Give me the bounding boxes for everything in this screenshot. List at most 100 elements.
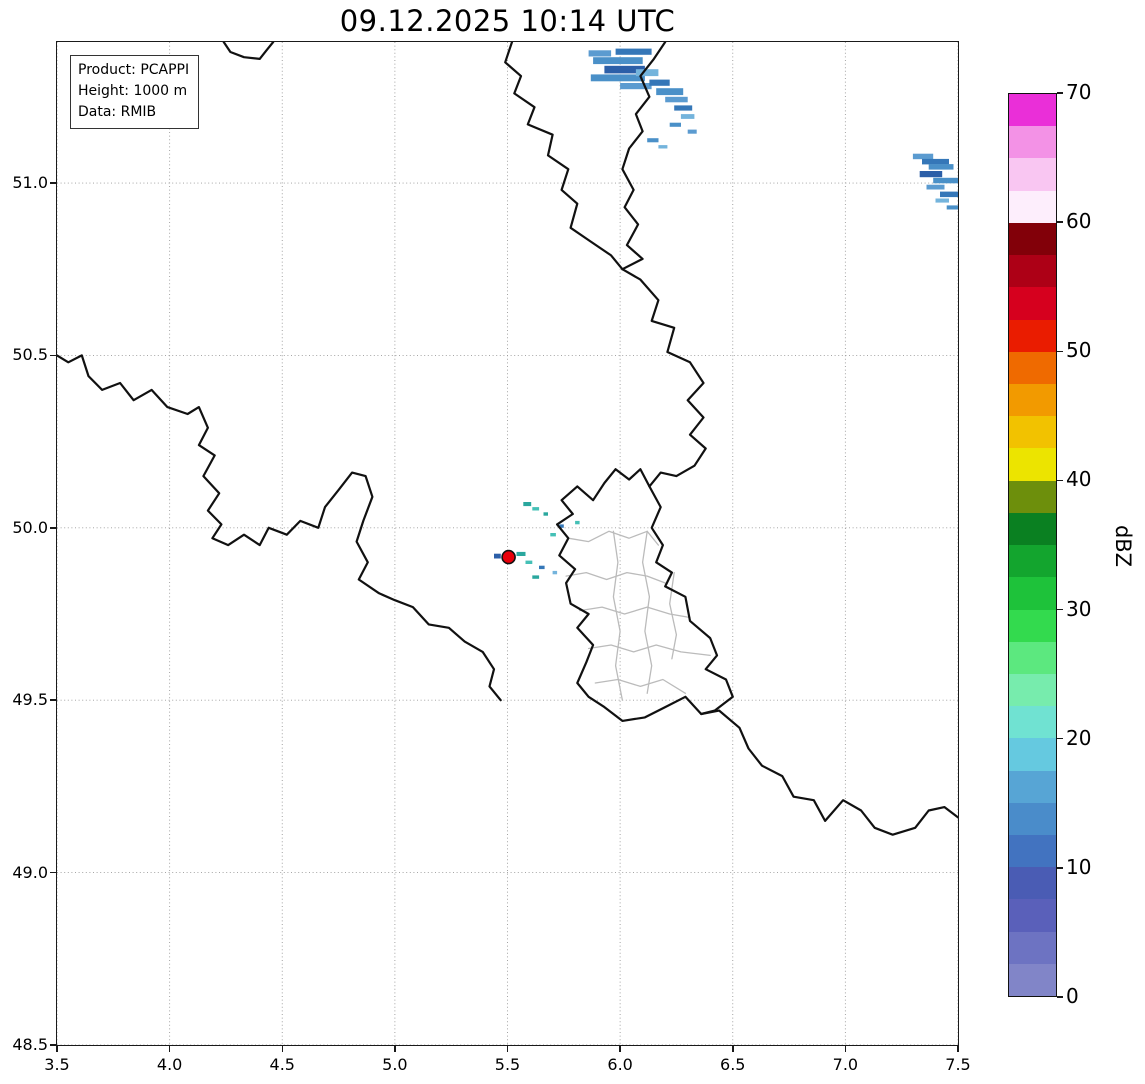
- radar-echo: [539, 565, 545, 570]
- radar-echo: [658, 145, 668, 149]
- colorbar-segment: [1009, 609, 1056, 642]
- y-tick-mark: [50, 182, 57, 184]
- colorbar-segment: [1009, 94, 1056, 127]
- radar-echo: [552, 570, 558, 575]
- radar-echo: [649, 79, 670, 86]
- colorbar-segment: [1009, 255, 1056, 288]
- x-tick-mark: [957, 1045, 959, 1052]
- height-line: Height: 1000 m: [78, 83, 188, 99]
- radar-echo: [604, 65, 645, 74]
- radar-echo: [575, 520, 580, 525]
- radar-echo: [933, 177, 958, 184]
- colorbar-tick-mark: [1057, 92, 1063, 94]
- x-tick-mark: [506, 1045, 509, 1052]
- x-tick-label: 3.5: [44, 1055, 70, 1074]
- x-tick-mark: [281, 1045, 283, 1052]
- radar-echo: [532, 575, 540, 579]
- x-tick-mark: [394, 1045, 396, 1052]
- region-border-path: [669, 571, 678, 660]
- radar-echo: [494, 553, 501, 559]
- radar-echo: [926, 184, 945, 190]
- x-tick-label: 4.5: [269, 1055, 295, 1074]
- colorbar-tick-mark: [1057, 867, 1063, 869]
- colorbar-segment: [1009, 963, 1056, 997]
- radar-site-marker: [501, 549, 516, 565]
- colorbar-tick-mark: [1057, 996, 1063, 998]
- radar-echo: [946, 205, 958, 210]
- map-plot-area: Product: PCAPPI Height: 1000 m Data: RMI…: [56, 41, 959, 1046]
- region-border-path: [612, 530, 624, 701]
- x-tick-mark: [732, 1045, 734, 1052]
- region-border-path: [578, 606, 691, 619]
- map-canvas: [57, 42, 958, 1045]
- colorbar-segment: [1009, 899, 1056, 932]
- colorbar-segment: [1009, 802, 1056, 836]
- radar-echo: [665, 96, 688, 103]
- y-tick-mark: [50, 527, 57, 529]
- radar-echo: [532, 507, 540, 511]
- country-border-path: [222, 42, 275, 60]
- country-border-path: [556, 468, 734, 722]
- x-tick-label: 5.5: [494, 1055, 521, 1074]
- y-tick-mark: [50, 1044, 57, 1046]
- y-tick-label: 49.0: [12, 862, 48, 882]
- radar-echo: [559, 524, 564, 528]
- colorbar-segment: [1009, 319, 1056, 352]
- radar-echo: [674, 105, 693, 111]
- radar-echo: [928, 164, 954, 170]
- y-tick-label: 49.5: [12, 690, 48, 710]
- colorbar-tick-label: 20: [1066, 725, 1092, 750]
- y-tick-label: 51.0: [12, 173, 48, 193]
- radar-echo: [647, 138, 659, 143]
- radar-echo: [687, 129, 697, 134]
- colorbar-segment: [1009, 931, 1056, 964]
- radar-echo: [680, 114, 695, 119]
- colorbar-tick-label: 50: [1066, 338, 1092, 363]
- colorbar-tick-mark: [1057, 221, 1063, 223]
- colorbar-tick-label: 60: [1066, 209, 1092, 234]
- radar-echo: [543, 512, 548, 516]
- colorbar-segment: [1009, 545, 1056, 578]
- x-tick-label: 7.0: [832, 1055, 859, 1074]
- colorbar-segment: [1009, 706, 1056, 739]
- colorbar-segment: [1009, 738, 1056, 771]
- y-tick-mark: [50, 354, 57, 357]
- colorbar-segment: [1009, 512, 1056, 546]
- radar-echo: [523, 502, 532, 507]
- x-tick-label: 6.0: [607, 1055, 633, 1074]
- colorbar-tick-label: 70: [1066, 80, 1092, 104]
- radar-echo: [656, 88, 684, 96]
- colorbar-tick-mark: [1057, 608, 1063, 611]
- radar-echo: [525, 560, 533, 564]
- y-tick-label: 50.5: [12, 345, 48, 365]
- country-border-path: [700, 709, 958, 836]
- colorbar-segment: [1009, 641, 1056, 674]
- radar-echo: [940, 191, 958, 198]
- country-border-path: [57, 354, 502, 702]
- radar-echo: [635, 69, 659, 77]
- x-tick-label: 4.0: [156, 1055, 183, 1074]
- country-border-path: [504, 42, 624, 271]
- region-border-path: [587, 644, 711, 657]
- region-border-path: [641, 530, 653, 694]
- x-tick-label: 6.5: [720, 1055, 746, 1074]
- colorbar-tick-mark: [1057, 479, 1063, 482]
- colorbar-segment: [1009, 158, 1056, 191]
- colorbar-tick-label: 0: [1066, 984, 1079, 1008]
- country-border-path: [621, 42, 667, 271]
- x-tick-label: 5.0: [382, 1055, 408, 1074]
- radar-echo: [588, 50, 612, 57]
- colorbar-tick-label: 30: [1066, 596, 1092, 621]
- colorbar-segment: [1009, 351, 1056, 384]
- colorbar-segment: [1009, 416, 1056, 449]
- data-source-line: Data: RMIB: [78, 104, 157, 120]
- colorbar-tick-label: 40: [1066, 467, 1092, 492]
- y-tick-mark: [50, 699, 57, 701]
- radar-echo: [669, 122, 681, 127]
- radar-echo: [935, 198, 949, 203]
- y-tick-label: 48.5: [12, 1035, 48, 1054]
- region-border-path: [594, 678, 687, 694]
- radar-echo: [922, 158, 949, 165]
- colorbar-segment: [1009, 480, 1056, 513]
